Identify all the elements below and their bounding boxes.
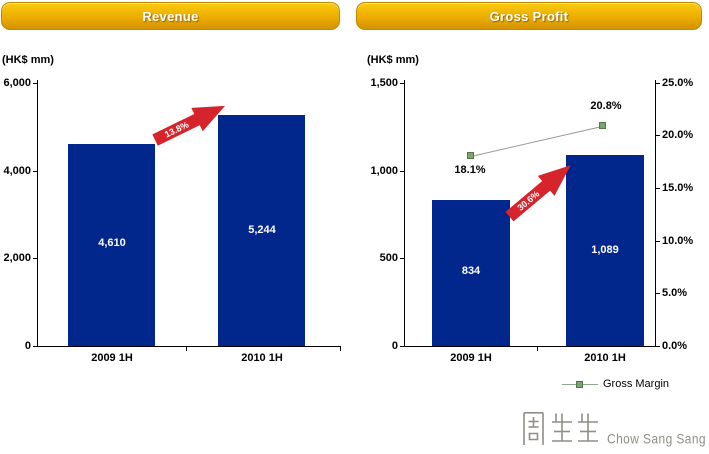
gross-profit-right-tick xyxy=(656,83,660,84)
gross-profit-left-tick-label: 500 xyxy=(379,252,398,264)
gross-margin-point-label: 20.8% xyxy=(590,100,622,112)
gross-margin-axis-label: 10.0% xyxy=(662,235,694,247)
gross-profit-x-axis-line xyxy=(404,346,656,347)
logo-chinese-char-sang-icon xyxy=(578,413,598,442)
gross-margin-axis-label: 5.0% xyxy=(662,287,688,299)
gross-profit-bar-2009-1h xyxy=(432,200,510,346)
legend-line-icon xyxy=(562,380,598,388)
gross-profit-right-tick xyxy=(656,346,660,347)
gross-profit-left-tick xyxy=(400,171,404,172)
gross-profit-left-tick-label: 1,500 xyxy=(370,77,398,89)
revenue-category-label: 2010 1H xyxy=(241,352,283,364)
gross-margin-line xyxy=(470,126,602,157)
gross-profit-left-tick-label: 0 xyxy=(391,340,398,352)
gross-margin-axis-label: 0.0% xyxy=(662,340,688,352)
gross-profit-right-tick xyxy=(656,241,660,242)
revenue-y-tick xyxy=(33,346,37,347)
gross-profit-unit-label: (HK$ mm) xyxy=(367,54,419,66)
revenue-bar-2010-1h xyxy=(218,115,305,346)
gross-margin-marker-icon xyxy=(467,152,474,159)
gross-margin-axis-label: 25.0% xyxy=(662,77,694,89)
revenue-x-axis-tick xyxy=(340,347,341,351)
gross-profit-banner-title: Gross Profit xyxy=(489,8,569,24)
revenue-y-tick xyxy=(33,83,37,84)
gross-profit-category-label: 2010 1H xyxy=(584,352,626,364)
gross-margin-axis-label: 20.0% xyxy=(662,129,694,141)
legend-label: Gross Margin xyxy=(603,378,670,390)
gross-profit-left-axis-line xyxy=(404,80,405,347)
revenue-unit-label: (HK$ mm) xyxy=(2,54,54,66)
revenue-bar-value-label: 4,610 xyxy=(98,237,126,249)
gross-profit-left-tick xyxy=(400,83,404,84)
gross-profit-left-tick xyxy=(400,346,404,347)
gross-profit-bar-value-label: 1,089 xyxy=(591,244,619,256)
gross-profit-right-axis-line xyxy=(655,80,656,347)
logo-chinese-char-sang-icon xyxy=(552,413,572,442)
revenue-y-tick-label: 4,000 xyxy=(3,165,31,177)
revenue-y-tick-label: 2,000 xyxy=(3,252,31,264)
revenue-category-label: 2009 1H xyxy=(91,352,133,364)
gross-profit-x-axis-tick xyxy=(537,347,538,351)
gross-profit-right-tick xyxy=(656,188,660,189)
gross-profit-bar-value-label: 834 xyxy=(461,265,481,277)
revenue-x-axis-tick xyxy=(186,347,187,351)
logo-chinese-char-zhou-icon xyxy=(523,412,544,445)
brand-logo: 周生生 Chow Sang Sang xyxy=(518,408,706,448)
legend-marker-icon xyxy=(576,380,583,388)
gross-profit-category-label: 2009 1H xyxy=(450,352,492,364)
revenue-banner: Revenue xyxy=(1,2,340,30)
gross-margin-axis-label: 15.0% xyxy=(662,182,694,194)
gross-profit-left-tick xyxy=(400,258,404,259)
gross-profit-bar-2010-1h xyxy=(566,155,644,346)
gross-profit-banner: Gross Profit xyxy=(356,2,702,30)
revenue-y-tick xyxy=(33,171,37,172)
revenue-bar-value-label: 5,244 xyxy=(248,224,276,236)
gross-margin-legend: Gross Margin xyxy=(562,378,669,390)
gross-profit-left-tick-label: 1,000 xyxy=(370,165,398,177)
revenue-y-axis-line xyxy=(37,80,38,347)
revenue-y-tick-label: 6,000 xyxy=(3,77,31,89)
logo-english-text: Chow Sang Sang xyxy=(607,431,706,447)
gross-profit-right-tick xyxy=(656,135,660,136)
revenue-y-tick-label: 0 xyxy=(24,340,31,352)
revenue-x-axis-line xyxy=(37,346,341,347)
revenue-banner-title: Revenue xyxy=(142,8,199,24)
revenue-growth-label: 13.8% xyxy=(163,119,191,140)
gross-margin-marker-icon xyxy=(599,122,606,129)
gross-margin-point-label: 18.1% xyxy=(454,164,486,176)
revenue-bar-2009-1h xyxy=(68,144,155,346)
revenue-y-tick xyxy=(33,258,37,259)
gross-profit-right-tick xyxy=(656,293,660,294)
